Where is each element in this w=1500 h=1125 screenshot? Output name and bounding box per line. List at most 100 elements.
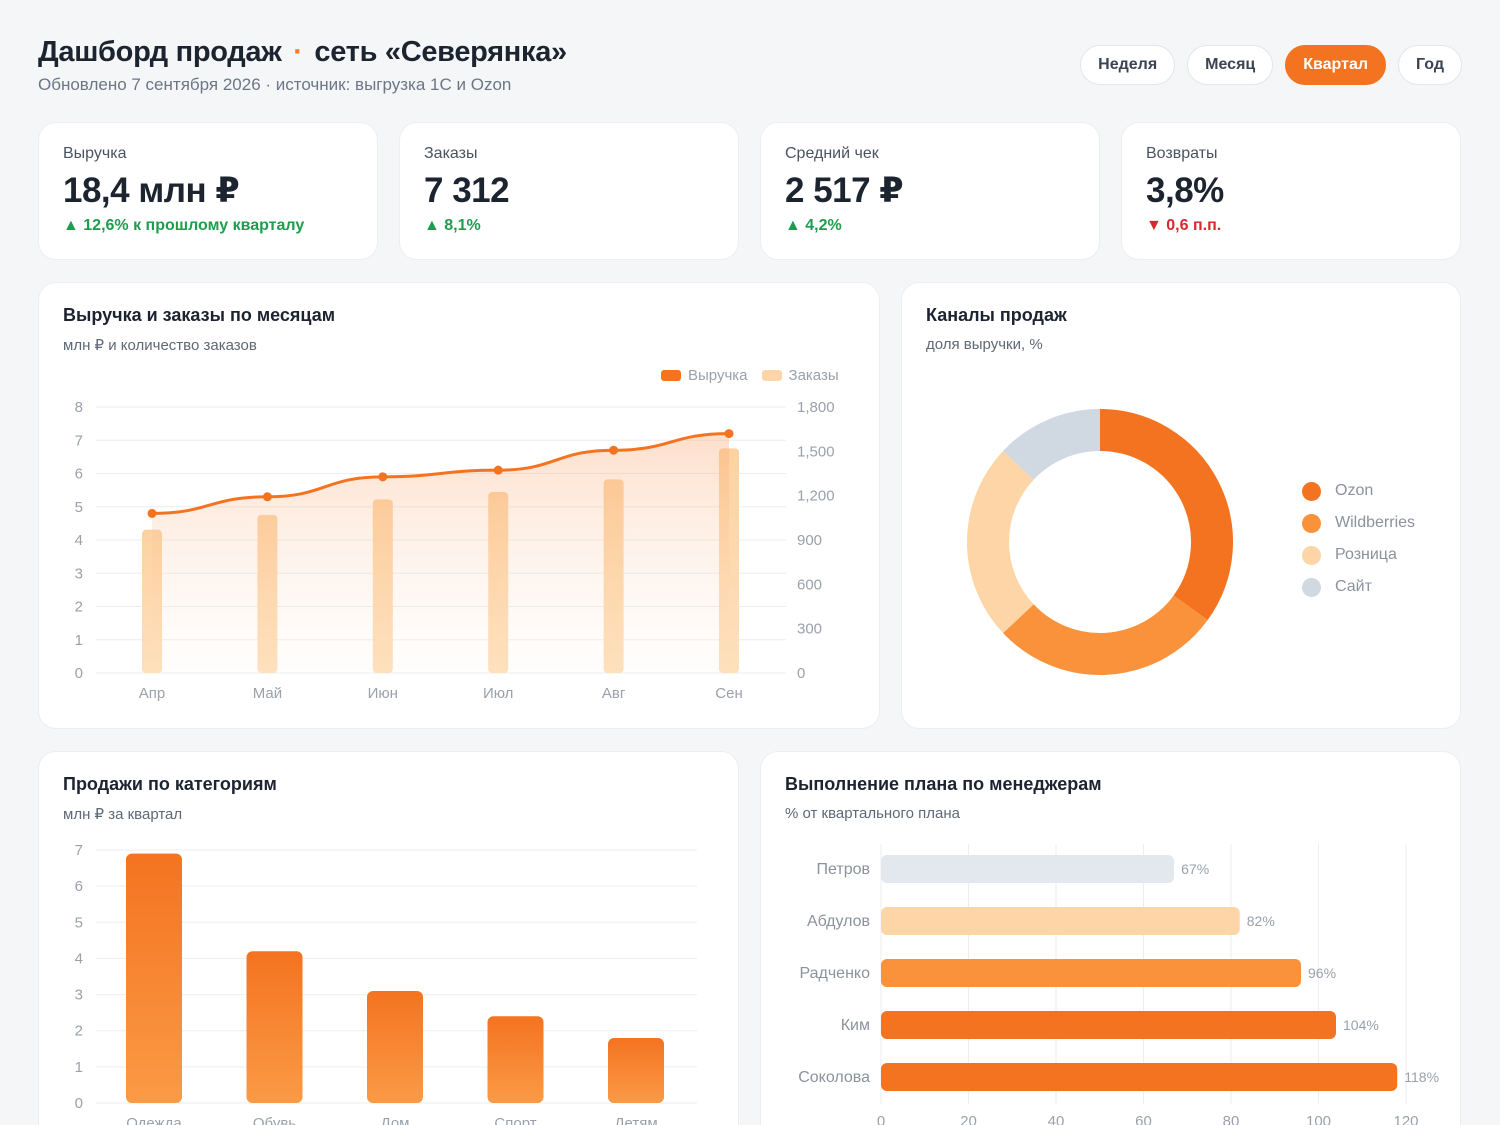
x-tick-label: Апр [139, 685, 165, 702]
revenue-point [378, 472, 388, 482]
donut-slice [1099, 409, 1233, 621]
y-tick-left: 5 [75, 499, 83, 516]
kpi-card-returns: Возвраты 3,8% ▼ 0,6 п.п. [1121, 122, 1461, 260]
panel-title: Продажи по категориям [63, 774, 277, 794]
x-tick: 60 [1135, 1113, 1152, 1125]
revenue-point [147, 508, 157, 518]
kpi-card-revenue: Выручка 18,4 млн ₽ ▲ 12,6% к прошлому кв… [38, 122, 378, 260]
legend-label-revenue: Выручка [688, 367, 748, 384]
x-tick: 40 [1048, 1113, 1065, 1125]
period-button-quarter[interactable]: Квартал [1285, 45, 1386, 85]
y-tick-left: 0 [75, 665, 83, 682]
x-tick-label: Июн [368, 685, 398, 702]
panel-title: Выполнение плана по менеджерам [785, 774, 1102, 794]
y-tick-left: 1 [75, 632, 83, 649]
kpi-delta: ▼ 0,6 п.п. [1146, 217, 1222, 234]
y-tick-left: 2 [75, 599, 83, 616]
kpi-card-avg-check: Средний чек 2 517 ₽ ▲ 4,2% [760, 122, 1100, 260]
kpi-label: Средний чек [785, 145, 879, 162]
category-bar [367, 990, 423, 1103]
y-tick: 5 [75, 914, 83, 931]
y-tick-right: 300 [797, 621, 822, 638]
revenue-line [151, 432, 730, 515]
donut-slice [967, 450, 1035, 634]
revenue-area [152, 433, 729, 673]
manager-label: Соколова [798, 1069, 870, 1086]
category-bar [487, 1016, 544, 1103]
manager-label: Ким [841, 1017, 870, 1034]
legend-label: Wildberries [1335, 514, 1416, 531]
x-tick: 20 [960, 1113, 977, 1125]
x-tick-label: Авг [602, 685, 626, 702]
manager-label: Абдулов [807, 913, 870, 930]
title-separator: · [293, 36, 303, 68]
category-bar [608, 1037, 664, 1103]
legend-label-orders: Заказы [788, 367, 839, 384]
legend-swatch-revenue [661, 370, 681, 381]
revenue-point [609, 445, 619, 455]
y-tick-left: 3 [75, 565, 83, 582]
x-tick-label: Спорт [494, 1115, 536, 1125]
chart-legend: Выручка Заказы [661, 367, 839, 384]
x-tick-label: Одежда [126, 1115, 182, 1125]
x-tick: 0 [877, 1113, 885, 1125]
legend-item: Розница [1302, 539, 1415, 571]
period-button-week[interactable]: Неделя [1080, 45, 1176, 85]
panel-channels: Каналы продаж доля выручки, % Ozon Wildbe… [901, 282, 1461, 729]
y-tick-right: 900 [797, 532, 822, 549]
manager-bar [881, 907, 1240, 935]
manager-bar [881, 1063, 1398, 1091]
y-tick: 2 [75, 1023, 83, 1040]
x-tick: 120 [1393, 1113, 1418, 1125]
revenue-point [262, 492, 272, 502]
kpi-delta: ▲ 8,1% [424, 217, 481, 234]
x-tick: 80 [1223, 1113, 1240, 1125]
y-tick-right: 0 [797, 665, 805, 682]
donut-slice [1003, 409, 1101, 481]
bar-value-label: 96% [1308, 965, 1336, 981]
monthly-chart: 0 1 2 3 4 5 6 7 8 0 300 600 900 1,200 1,500 1,800 Апр Май… [75, 399, 835, 702]
kpi-value: 3,8% [1146, 171, 1224, 210]
manager-bar [881, 855, 1175, 883]
y-tick-left: 8 [75, 399, 83, 416]
y-tick-left: 7 [75, 432, 83, 449]
x-tick-label: Сен [715, 685, 742, 702]
y-tick-left: 6 [75, 466, 83, 483]
legend-item: Wildberries [1302, 507, 1415, 539]
manager-bar [881, 1011, 1336, 1039]
manager-bar [881, 959, 1301, 987]
period-button-year[interactable]: Год [1398, 45, 1462, 85]
y-tick: 4 [75, 950, 83, 967]
donut-slice [1003, 594, 1208, 675]
kpi-value: 2 517 ₽ [785, 171, 904, 210]
legend-dot [1302, 545, 1321, 565]
legend-item: Ozon [1302, 475, 1415, 507]
kpi-label: Возвраты [1146, 145, 1218, 162]
x-tick-label: Дом [381, 1115, 410, 1125]
y-tick: 6 [75, 878, 83, 895]
legend-dot [1302, 513, 1321, 533]
panel-subtitle: доля выручки, % [926, 336, 1043, 353]
update-info: Обновлено 7 сентября 2026 · источник: вы… [38, 75, 512, 94]
panel-managers: Выполнение плана по менеджерам % от квар… [760, 751, 1461, 1125]
legend-item: Сайт [1302, 571, 1415, 603]
bar-value-label: 82% [1247, 913, 1275, 929]
legend-dot [1302, 481, 1321, 501]
manager-label: Петров [817, 861, 871, 878]
panel-monthly: Выручка и заказы по месяцам млн ₽ и коли… [38, 282, 880, 729]
y-tick: 0 [75, 1095, 83, 1112]
category-bar [246, 951, 303, 1103]
kpi-value: 18,4 млн ₽ [63, 171, 240, 210]
channels-donut-chart [967, 409, 1233, 675]
legend-label: Сайт [1335, 578, 1372, 595]
manager-label: Радченко [799, 965, 870, 982]
period-button-month[interactable]: Месяц [1187, 45, 1274, 85]
kpi-label: Заказы [424, 145, 478, 162]
panel-subtitle: млн ₽ и количество заказов [63, 337, 257, 354]
categories-bar-chart: 0 1 2 3 4 5 6 7 Одежда Обувь Дом Спорт Детям [75, 842, 697, 1125]
period-switcher: Неделя Месяц Квартал Год [1080, 45, 1462, 85]
panel-title: Каналы продаж [926, 305, 1067, 325]
title-main: Дашборд продаж [38, 36, 282, 68]
legend-dot [1302, 577, 1321, 597]
legend-swatch-orders [761, 370, 782, 381]
